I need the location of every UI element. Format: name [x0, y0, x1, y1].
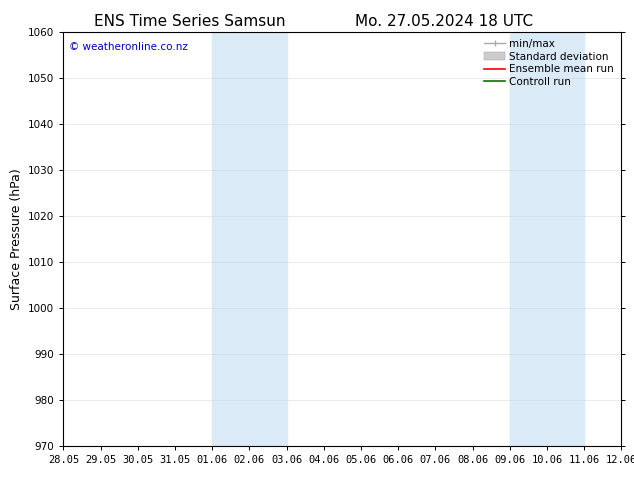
Bar: [510, 32, 584, 446]
Text: Mo. 27.05.2024 18 UTC: Mo. 27.05.2024 18 UTC: [355, 14, 533, 29]
Legend: min/max, Standard deviation, Ensemble mean run, Controll run: min/max, Standard deviation, Ensemble me…: [482, 37, 616, 89]
Text: ENS Time Series Samsun: ENS Time Series Samsun: [94, 14, 286, 29]
Text: © weatheronline.co.nz: © weatheronline.co.nz: [69, 42, 188, 52]
Bar: [212, 32, 287, 446]
Y-axis label: Surface Pressure (hPa): Surface Pressure (hPa): [10, 168, 23, 310]
